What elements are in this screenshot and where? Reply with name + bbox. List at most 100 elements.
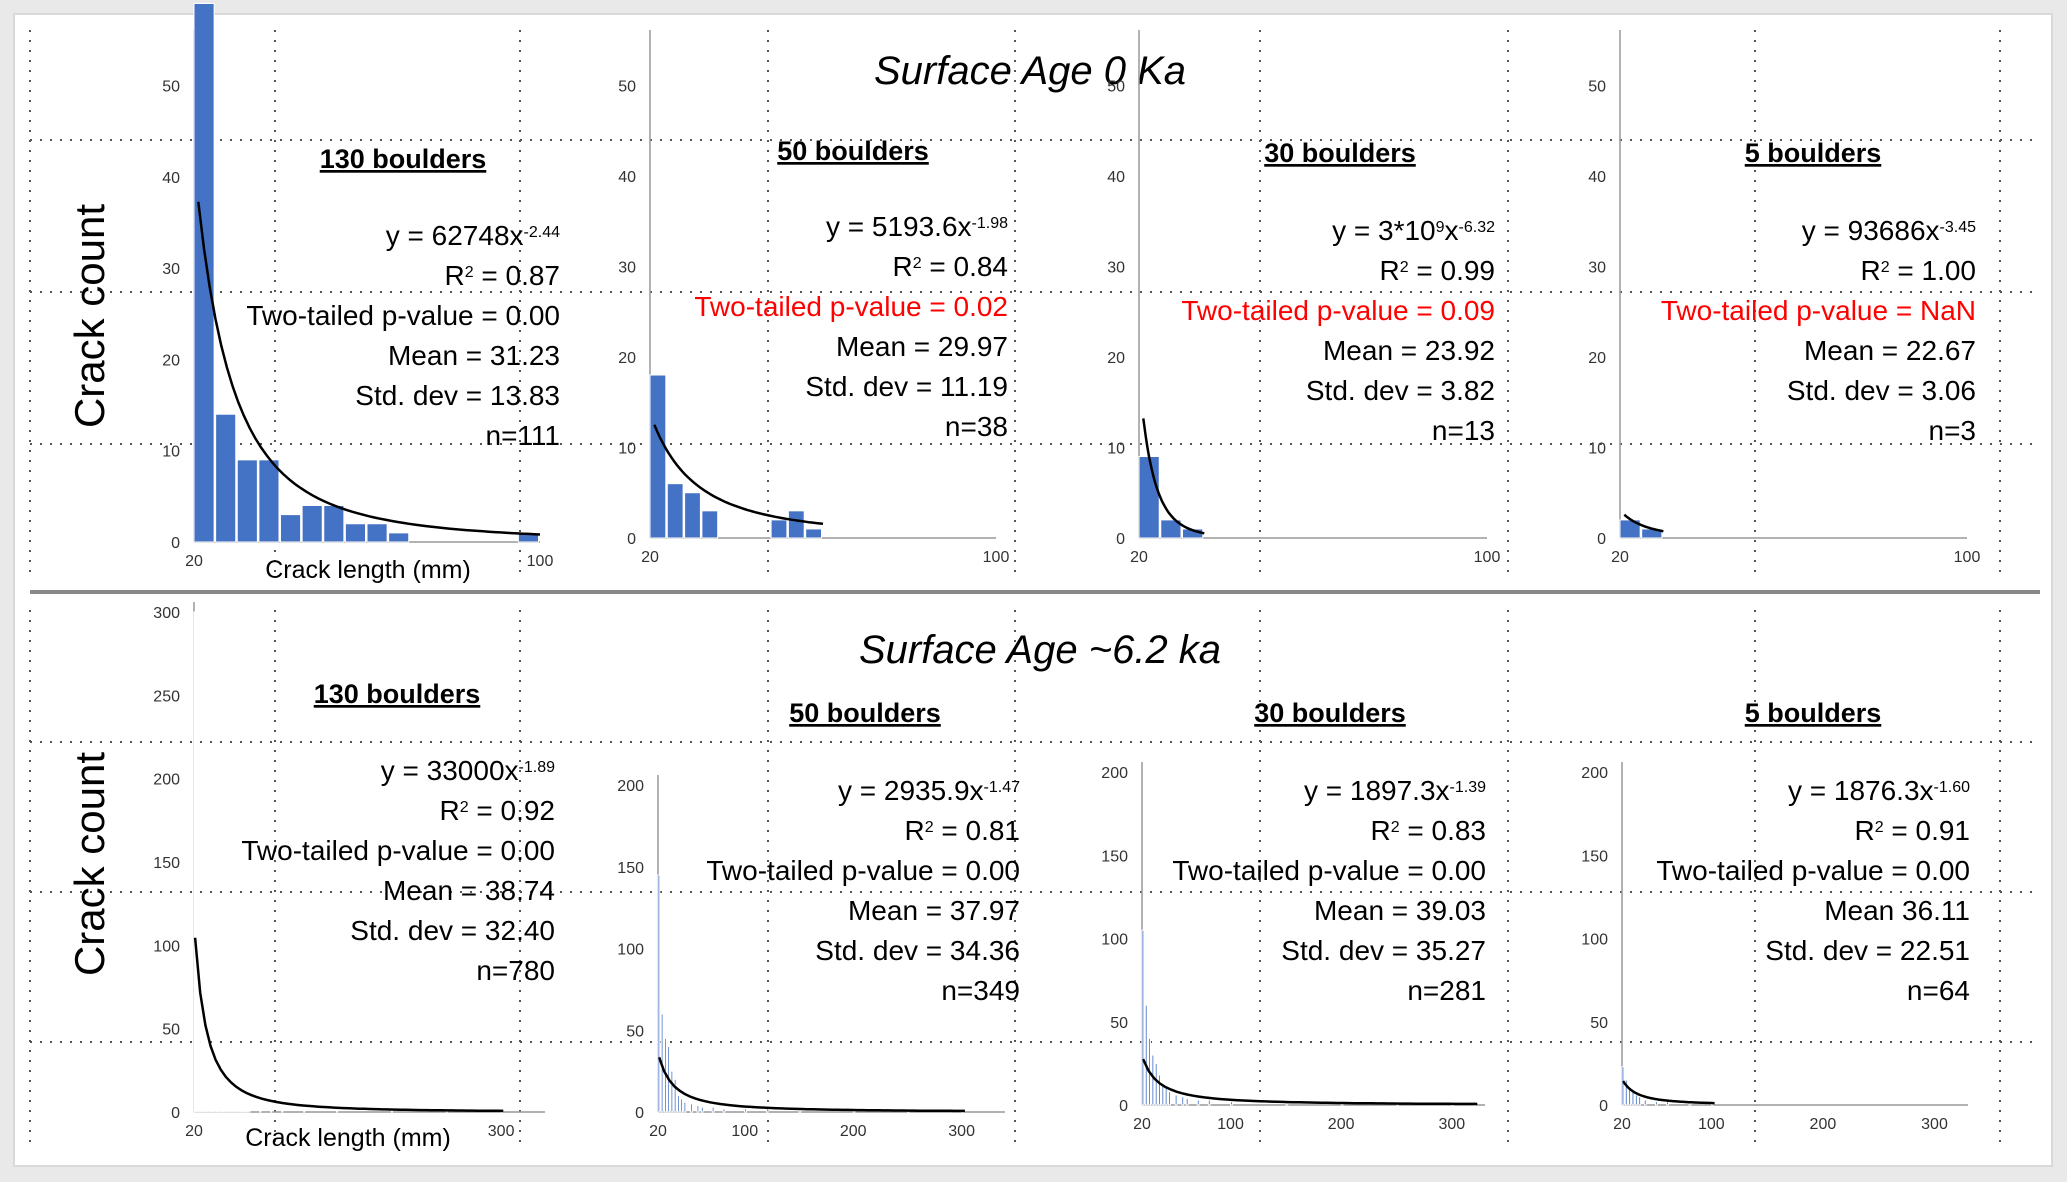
histogram-bar — [1643, 1099, 1647, 1106]
histogram-bar — [1621, 1066, 1625, 1106]
histogram-bar — [388, 532, 410, 543]
row-title: Surface Age 0 Ka — [874, 49, 1186, 93]
r-squared: R2 = 0.84 — [892, 251, 1008, 282]
histogram-bar — [1688, 1102, 1692, 1106]
chart-panel: 0 50 100 150 200 20 100 200 300 5 boulders y = 187… — [1581, 698, 1970, 1133]
histogram-bar — [259, 1106, 262, 1113]
histogram-bar — [649, 374, 667, 539]
histogram-bar — [1141, 929, 1145, 1106]
y-tick-label: 200 — [1581, 765, 1608, 782]
x-tick-label: 100 — [731, 1123, 758, 1140]
x-tick-label: 20 — [1130, 549, 1148, 566]
y-tick-label: 250 — [153, 688, 180, 705]
std-dev-value: Std. dev = 3.06 — [1787, 375, 1976, 406]
r-squared: R2 = 0.81 — [904, 815, 1020, 846]
std-dev-value: Std. dev = 34.36 — [815, 935, 1020, 966]
x-tick-label: 300 — [488, 1123, 515, 1140]
histogram-bar — [236, 459, 258, 543]
histogram-bar — [243, 1103, 246, 1113]
mean-value: Mean = 38.74 — [383, 875, 555, 906]
x-tick-label: 20 — [1613, 1116, 1631, 1133]
y-tick-label: 150 — [1101, 848, 1128, 865]
row-title: Surface Age ~6.2 ka — [859, 628, 1221, 672]
fit-curve — [197, 201, 541, 536]
x-axis-label: Crack length (mm) — [265, 556, 471, 584]
y-tick-label: 20 — [1588, 350, 1606, 367]
x-tick-label: 100 — [1698, 1116, 1725, 1133]
fit-equation: y = 5193.6x-1.98 — [826, 211, 1008, 242]
x-tick-label: 100 — [983, 549, 1010, 566]
y-tick-label: 100 — [1101, 932, 1128, 949]
p-value: Two-tailed p-value = 0.00 — [1172, 855, 1486, 886]
fit-equation: y = 1897.3x-1.39 — [1304, 775, 1486, 806]
p-value: Two-tailed p-value = NaN — [1661, 295, 1976, 326]
histogram-bar — [1160, 519, 1182, 539]
histogram-bar — [200, 944, 203, 1113]
histogram-bar — [193, 611, 196, 1113]
y-tick-label: 20 — [1107, 350, 1125, 367]
histogram-bar — [1230, 1101, 1233, 1106]
histogram-bar — [217, 1074, 220, 1113]
chart-panel: 0 10 20 30 40 50 20 100 Crack length (mm) 130 bou… — [162, 2, 560, 584]
mean-value: Mean = 22.67 — [1804, 335, 1976, 366]
r-squared: R2 = 0.92 — [439, 795, 555, 826]
panel-subtitle: 130 boulders — [314, 679, 481, 709]
sample-count: n=111 — [486, 420, 560, 451]
fit-curve — [1623, 513, 1664, 533]
histogram-bar — [258, 459, 280, 543]
y-tick-label: 30 — [1107, 259, 1125, 276]
fit-equation: y = 2935.9x-1.47 — [838, 775, 1020, 806]
x-tick-label: 100 — [1217, 1116, 1244, 1133]
y-tick-label: 10 — [1588, 440, 1606, 457]
y-tick-label: 40 — [1107, 169, 1125, 186]
histogram-bar — [344, 523, 366, 543]
y-tick-label: 20 — [162, 352, 180, 369]
p-value: Two-tailed p-value = 0.00 — [1656, 855, 1970, 886]
p-value: Two-tailed p-value = 0.00 — [246, 300, 560, 331]
y-tick-label: 150 — [1581, 848, 1608, 865]
x-tick-label: 20 — [185, 1123, 203, 1140]
fit-curve — [1141, 1058, 1478, 1106]
histogram-bar — [673, 1078, 677, 1113]
histogram-bar — [215, 413, 237, 543]
chart-panel: 0 50 100 150 200 20 100 200 300 50 boulders y = 29… — [617, 698, 1020, 1140]
background-grid — [29, 30, 2040, 1150]
histogram-bar — [202, 978, 205, 1113]
chart-panel: 0 50 100 150 200 20 100 200 300 30 boulders y = 18… — [1101, 698, 1486, 1133]
histogram-bar — [680, 1098, 684, 1113]
fit-curve — [657, 1056, 965, 1113]
histogram-bar — [303, 1109, 306, 1113]
histogram-bar — [677, 1095, 680, 1113]
histogram-bar — [280, 514, 302, 543]
std-dev-value: Std. dev = 35.27 — [1281, 935, 1486, 966]
r-squared: R2 = 1.00 — [1860, 255, 1976, 286]
y-axis-label: Crack count — [66, 752, 113, 976]
panel-subtitle: 130 boulders — [320, 144, 487, 174]
x-tick-label: 200 — [1328, 1116, 1355, 1133]
sample-count: n=13 — [1432, 415, 1495, 446]
histogram-bar — [213, 1061, 216, 1113]
histogram-bar — [765, 1108, 769, 1113]
chart-panel: 0 10 20 30 40 50 20 100 30 boulders y = 3*109x-6.… — [1107, 30, 1500, 566]
r-squared: R2 = 0.83 — [1370, 815, 1486, 846]
y-tick-label: 150 — [617, 860, 644, 877]
x-tick-label: 20 — [185, 553, 203, 570]
mean-value: Mean = 23.92 — [1323, 335, 1495, 366]
histogram-bar — [301, 504, 323, 543]
std-dev-value: Std. dev = 11.19 — [805, 371, 1008, 402]
histogram-bar — [744, 1108, 748, 1113]
panel-subtitle: 5 boulders — [1745, 698, 1882, 728]
chart-panel: 0 50 100 150 200 250 300 20 300 Crack length (mm)… — [153, 602, 555, 1152]
x-tick-label: 100 — [1954, 549, 1981, 566]
histogram-bar — [1196, 1099, 1200, 1106]
histogram-bar — [222, 1081, 225, 1113]
y-tick-label: 0 — [171, 535, 180, 552]
histogram-bar — [228, 1091, 231, 1113]
fit-equation: y = 3*109x-6.32 — [1332, 215, 1495, 246]
x-tick-label: 200 — [840, 1123, 867, 1140]
y-tick-label: 0 — [1116, 531, 1125, 548]
y-tick-label: 30 — [1588, 259, 1606, 276]
panel-subtitle: 5 boulders — [1745, 138, 1882, 168]
histogram-bar — [666, 483, 684, 539]
histogram-bar — [281, 1108, 284, 1113]
